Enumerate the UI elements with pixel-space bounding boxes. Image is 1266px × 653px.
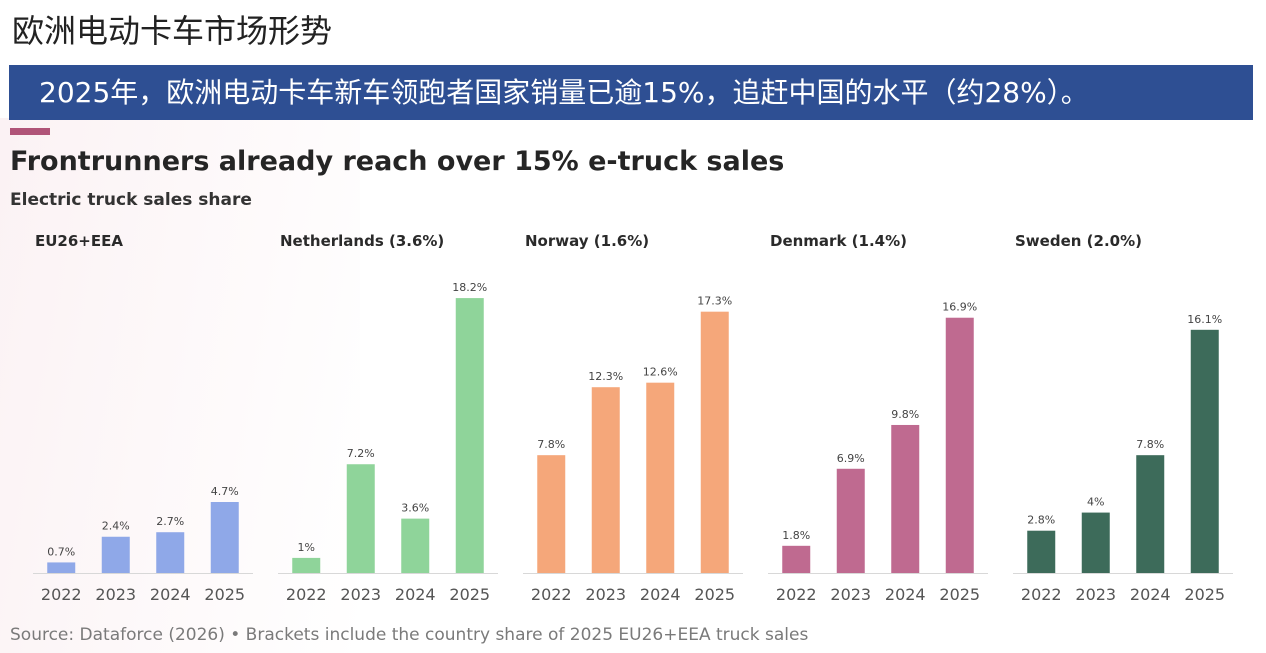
bar-2024 xyxy=(1136,455,1165,573)
data-label: 16.9% xyxy=(942,301,977,314)
data-label: 4% xyxy=(1087,496,1104,509)
bar-2023 xyxy=(101,536,130,573)
bar-2023 xyxy=(346,464,375,573)
data-label: 2.4% xyxy=(102,520,130,533)
panel-eu26-eea: EU26+EEA 0.7% 2022 2.4% 2023 2.7% 2024 4.7% 2025 xyxy=(33,232,253,604)
data-label: 2.7% xyxy=(156,515,184,528)
data-label: 2.8% xyxy=(1027,514,1055,527)
source-note: Source: Dataforce (2026) • Brackets incl… xyxy=(10,625,809,645)
bar-2024 xyxy=(156,532,185,573)
bar-2025 xyxy=(210,502,239,573)
data-label: 3.6% xyxy=(401,502,429,515)
bar-2025 xyxy=(700,311,729,573)
panel-sweden: Sweden (2.0%) 2.8% 2022 4% 2023 7.8% 2024 16.1%… xyxy=(1013,232,1233,604)
x-tick-label: 2023 xyxy=(1075,585,1116,604)
bar-2022 xyxy=(1027,530,1056,573)
x-tick-label: 2022 xyxy=(1021,585,1062,604)
bar-2022 xyxy=(782,545,811,573)
x-tick-label: 2025 xyxy=(1184,585,1225,604)
chart-subtitle: Electric truck sales share xyxy=(10,190,252,210)
panel-title: Sweden (2.0%) xyxy=(1015,232,1142,250)
x-tick-label: 2022 xyxy=(286,585,327,604)
x-tick-label: 2023 xyxy=(585,585,626,604)
headline-banner: 2025年，欧洲电动卡车新车领跑者国家销量已逾15%，追赶中国的水平（约28%）… xyxy=(9,65,1253,120)
panel-netherlands: Netherlands (3.6%) 1% 2022 7.2% 2023 3.6% 2024… xyxy=(278,232,498,604)
bar-2022 xyxy=(47,562,76,573)
x-tick-label: 2024 xyxy=(395,585,436,604)
bar-2022 xyxy=(537,455,566,573)
data-label: 0.7% xyxy=(47,545,75,558)
x-tick-label: 2024 xyxy=(885,585,926,604)
bar-2023 xyxy=(591,387,620,573)
data-label: 18.2% xyxy=(452,281,487,294)
panel-title: Norway (1.6%) xyxy=(525,232,649,250)
x-tick-label: 2024 xyxy=(1130,585,1171,604)
x-tick-label: 2023 xyxy=(830,585,871,604)
bar-2023 xyxy=(836,468,865,573)
data-label: 1.8% xyxy=(782,529,810,542)
panel-title: EU26+EEA xyxy=(35,232,123,250)
data-label: 9.8% xyxy=(891,408,919,421)
panel-norway: Norway (1.6%) 7.8% 2022 12.3% 2023 12.6% 2024 1… xyxy=(523,232,743,604)
x-tick-label: 2025 xyxy=(204,585,245,604)
data-label: 16.1% xyxy=(1187,313,1222,326)
data-label: 7.8% xyxy=(537,438,565,451)
bar-2022 xyxy=(292,557,321,573)
x-tick-label: 2024 xyxy=(640,585,681,604)
x-tick-label: 2025 xyxy=(939,585,980,604)
x-tick-label: 2025 xyxy=(694,585,735,604)
x-tick-label: 2023 xyxy=(95,585,136,604)
chart-title: Frontrunners already reach over 15% e-tr… xyxy=(10,146,785,177)
x-tick-label: 2023 xyxy=(340,585,381,604)
page-title: 欧洲电动卡车市场形势 xyxy=(12,12,333,50)
panel-denmark: Denmark (1.4%) 1.8% 2022 6.9% 2023 9.8% 2024 16… xyxy=(768,232,988,604)
bar-2024 xyxy=(646,382,675,573)
data-label: 7.8% xyxy=(1136,438,1164,451)
bar-2025 xyxy=(455,298,484,573)
bar-2025 xyxy=(1190,329,1219,573)
x-tick-label: 2024 xyxy=(150,585,191,604)
panel-title: Denmark (1.4%) xyxy=(770,232,907,250)
banner-text: 2025年，欧洲电动卡车新车领跑者国家销量已逾15%，追赶中国的水平（约28%）… xyxy=(39,76,1089,109)
x-tick-label: 2022 xyxy=(776,585,817,604)
x-tick-label: 2022 xyxy=(531,585,572,604)
panel-title: Netherlands (3.6%) xyxy=(280,232,444,250)
data-label: 12.3% xyxy=(588,370,623,383)
data-label: 7.2% xyxy=(347,447,375,460)
data-label: 12.6% xyxy=(643,366,678,379)
data-label: 6.9% xyxy=(837,452,865,465)
data-label: 1% xyxy=(298,541,315,554)
bar-2023 xyxy=(1081,512,1110,573)
accent-bar xyxy=(10,128,50,135)
data-label: 17.3% xyxy=(697,295,732,308)
bar-2024 xyxy=(891,424,920,573)
bar-2025 xyxy=(945,317,974,573)
bar-2024 xyxy=(401,518,430,573)
x-tick-label: 2025 xyxy=(449,585,490,604)
x-tick-label: 2022 xyxy=(41,585,82,604)
data-label: 4.7% xyxy=(211,485,239,498)
